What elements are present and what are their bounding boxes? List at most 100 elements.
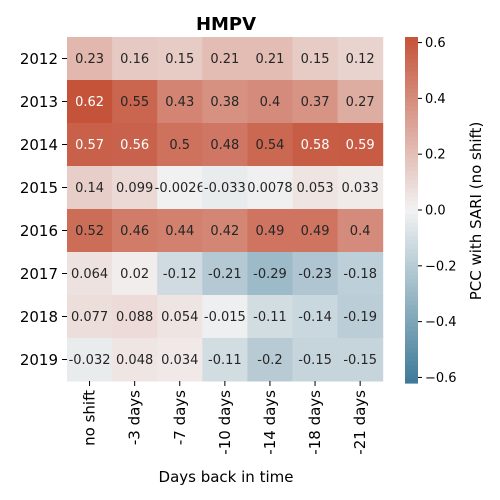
cell-value-label: 0.16 — [120, 52, 149, 67]
colorbar-segment — [405, 266, 418, 272]
colorbar-segment — [405, 227, 418, 233]
colorbar-segment — [405, 123, 418, 129]
cell-value-label: -0.033 — [204, 181, 246, 196]
heatmap-cell — [112, 209, 158, 253]
colorbar-segment — [405, 357, 418, 362]
cell-value-label: -0.2 — [257, 353, 282, 368]
colorbar-segment — [405, 162, 418, 168]
colorbar-segment — [405, 348, 418, 354]
cell-value-label: 0.4 — [260, 95, 281, 110]
heatmap-cell — [202, 295, 248, 339]
colorbar-segment — [405, 132, 418, 138]
cell-value-label: 0.053 — [296, 181, 333, 196]
colorbar-segment — [405, 140, 418, 146]
colorbar-segment — [405, 240, 418, 246]
heatmap-cell — [202, 166, 248, 210]
colorbar-tick-label: −0.4 — [425, 315, 457, 330]
chart-title: HMPV — [196, 14, 256, 35]
colorbar-segment — [405, 62, 418, 68]
heatmap-cell — [112, 252, 158, 296]
cell-value-label: 0.054 — [161, 310, 198, 325]
heatmap-cell — [337, 37, 384, 81]
colorbar-segment — [405, 318, 418, 324]
colorbar-segment — [405, 179, 418, 185]
x-tick-label: -21 days — [351, 390, 369, 455]
y-tick-label: 2019 — [20, 351, 58, 369]
colorbar-tick-label: 0.6 — [425, 36, 446, 51]
cell-value-label: 0.56 — [120, 138, 149, 153]
colorbar-segment — [405, 283, 418, 289]
y-tick-label: 2017 — [20, 265, 58, 283]
heatmap-cell — [292, 166, 339, 210]
heatmap-cell — [202, 209, 248, 253]
cell-value-label: 0.57 — [75, 138, 104, 153]
colorbar-segment — [405, 305, 418, 311]
cell-value-label: -0.015 — [204, 310, 246, 325]
colorbar-segment — [405, 261, 418, 267]
cell-value-label: -0.19 — [343, 310, 377, 325]
heatmap-cell — [292, 295, 339, 339]
heatmap-cell — [157, 295, 203, 339]
x-tick-label: -10 days — [216, 390, 234, 455]
colorbar-segment — [405, 222, 418, 228]
x-axis-ticks: no shift -3 days -7 days -10 days -14 days -1… — [81, 381, 369, 455]
cell-value-label: 0.44 — [165, 224, 194, 239]
heatmap-cell — [157, 338, 203, 382]
colorbar-segment — [405, 339, 418, 345]
heatmap-cell — [337, 80, 384, 124]
colorbar-segment — [405, 158, 418, 164]
heatmap-cell — [157, 166, 203, 210]
cell-value-label: -0.18 — [343, 267, 377, 282]
colorbar-segment — [405, 335, 418, 341]
heatmap-cell — [112, 295, 158, 339]
colorbar-segment — [405, 84, 418, 90]
heatmap-cell — [67, 123, 113, 167]
heatmap-cell — [112, 166, 158, 210]
heatmap-cell — [157, 252, 203, 296]
colorbar-segment — [405, 149, 418, 155]
heatmap-cell — [157, 209, 203, 253]
colorbar-segment — [405, 54, 418, 60]
colorbar-segment — [405, 313, 418, 319]
colorbar-segment — [405, 136, 418, 142]
heatmap-cell — [67, 37, 113, 81]
colorbar-segment — [405, 41, 418, 47]
heatmap-cell — [337, 295, 384, 339]
cell-value-label: -0.12 — [163, 267, 197, 282]
colorbar-segment — [405, 171, 418, 176]
cell-value-label: 0.064 — [71, 267, 108, 282]
cell-value-label: 0.58 — [301, 138, 330, 153]
cell-value-label: 0.49 — [301, 224, 330, 239]
colorbar-segment — [405, 322, 418, 328]
colorbar-segment — [405, 75, 418, 81]
colorbar-segment — [405, 352, 418, 358]
colorbar-segment — [405, 67, 418, 73]
heatmap-cell — [112, 123, 158, 167]
cell-value-label: 0.59 — [346, 138, 375, 153]
heatmap-cell — [202, 80, 248, 124]
colorbar-segment — [405, 114, 418, 120]
colorbar-segment — [405, 218, 418, 224]
heatmap-cell — [247, 295, 293, 339]
heatmap-cell — [292, 209, 339, 253]
heatmap-cell — [202, 123, 248, 167]
cell-value-label: -0.11 — [208, 353, 242, 368]
colorbar-segment — [405, 378, 418, 384]
colorbar-segment — [405, 201, 418, 207]
colorbar-segment — [405, 365, 418, 371]
cell-value-label: 0.46 — [120, 224, 149, 239]
cell-value-label: 0.54 — [255, 138, 284, 153]
colorbar-segment — [405, 205, 418, 211]
y-tick-label: 2013 — [20, 93, 58, 111]
heatmap-cell — [337, 166, 384, 210]
cell-value-label: 0.37 — [301, 95, 330, 110]
colorbar-segment — [405, 344, 418, 349]
colorbar-segment — [405, 58, 418, 64]
heatmap-cell — [202, 37, 248, 81]
heatmap-cell — [67, 166, 113, 210]
cell-value-label: -0.0026 — [155, 181, 205, 196]
x-tick-label: -3 days — [126, 390, 144, 445]
heatmap-cell — [247, 80, 293, 124]
cell-value-label: -0.23 — [298, 267, 332, 282]
